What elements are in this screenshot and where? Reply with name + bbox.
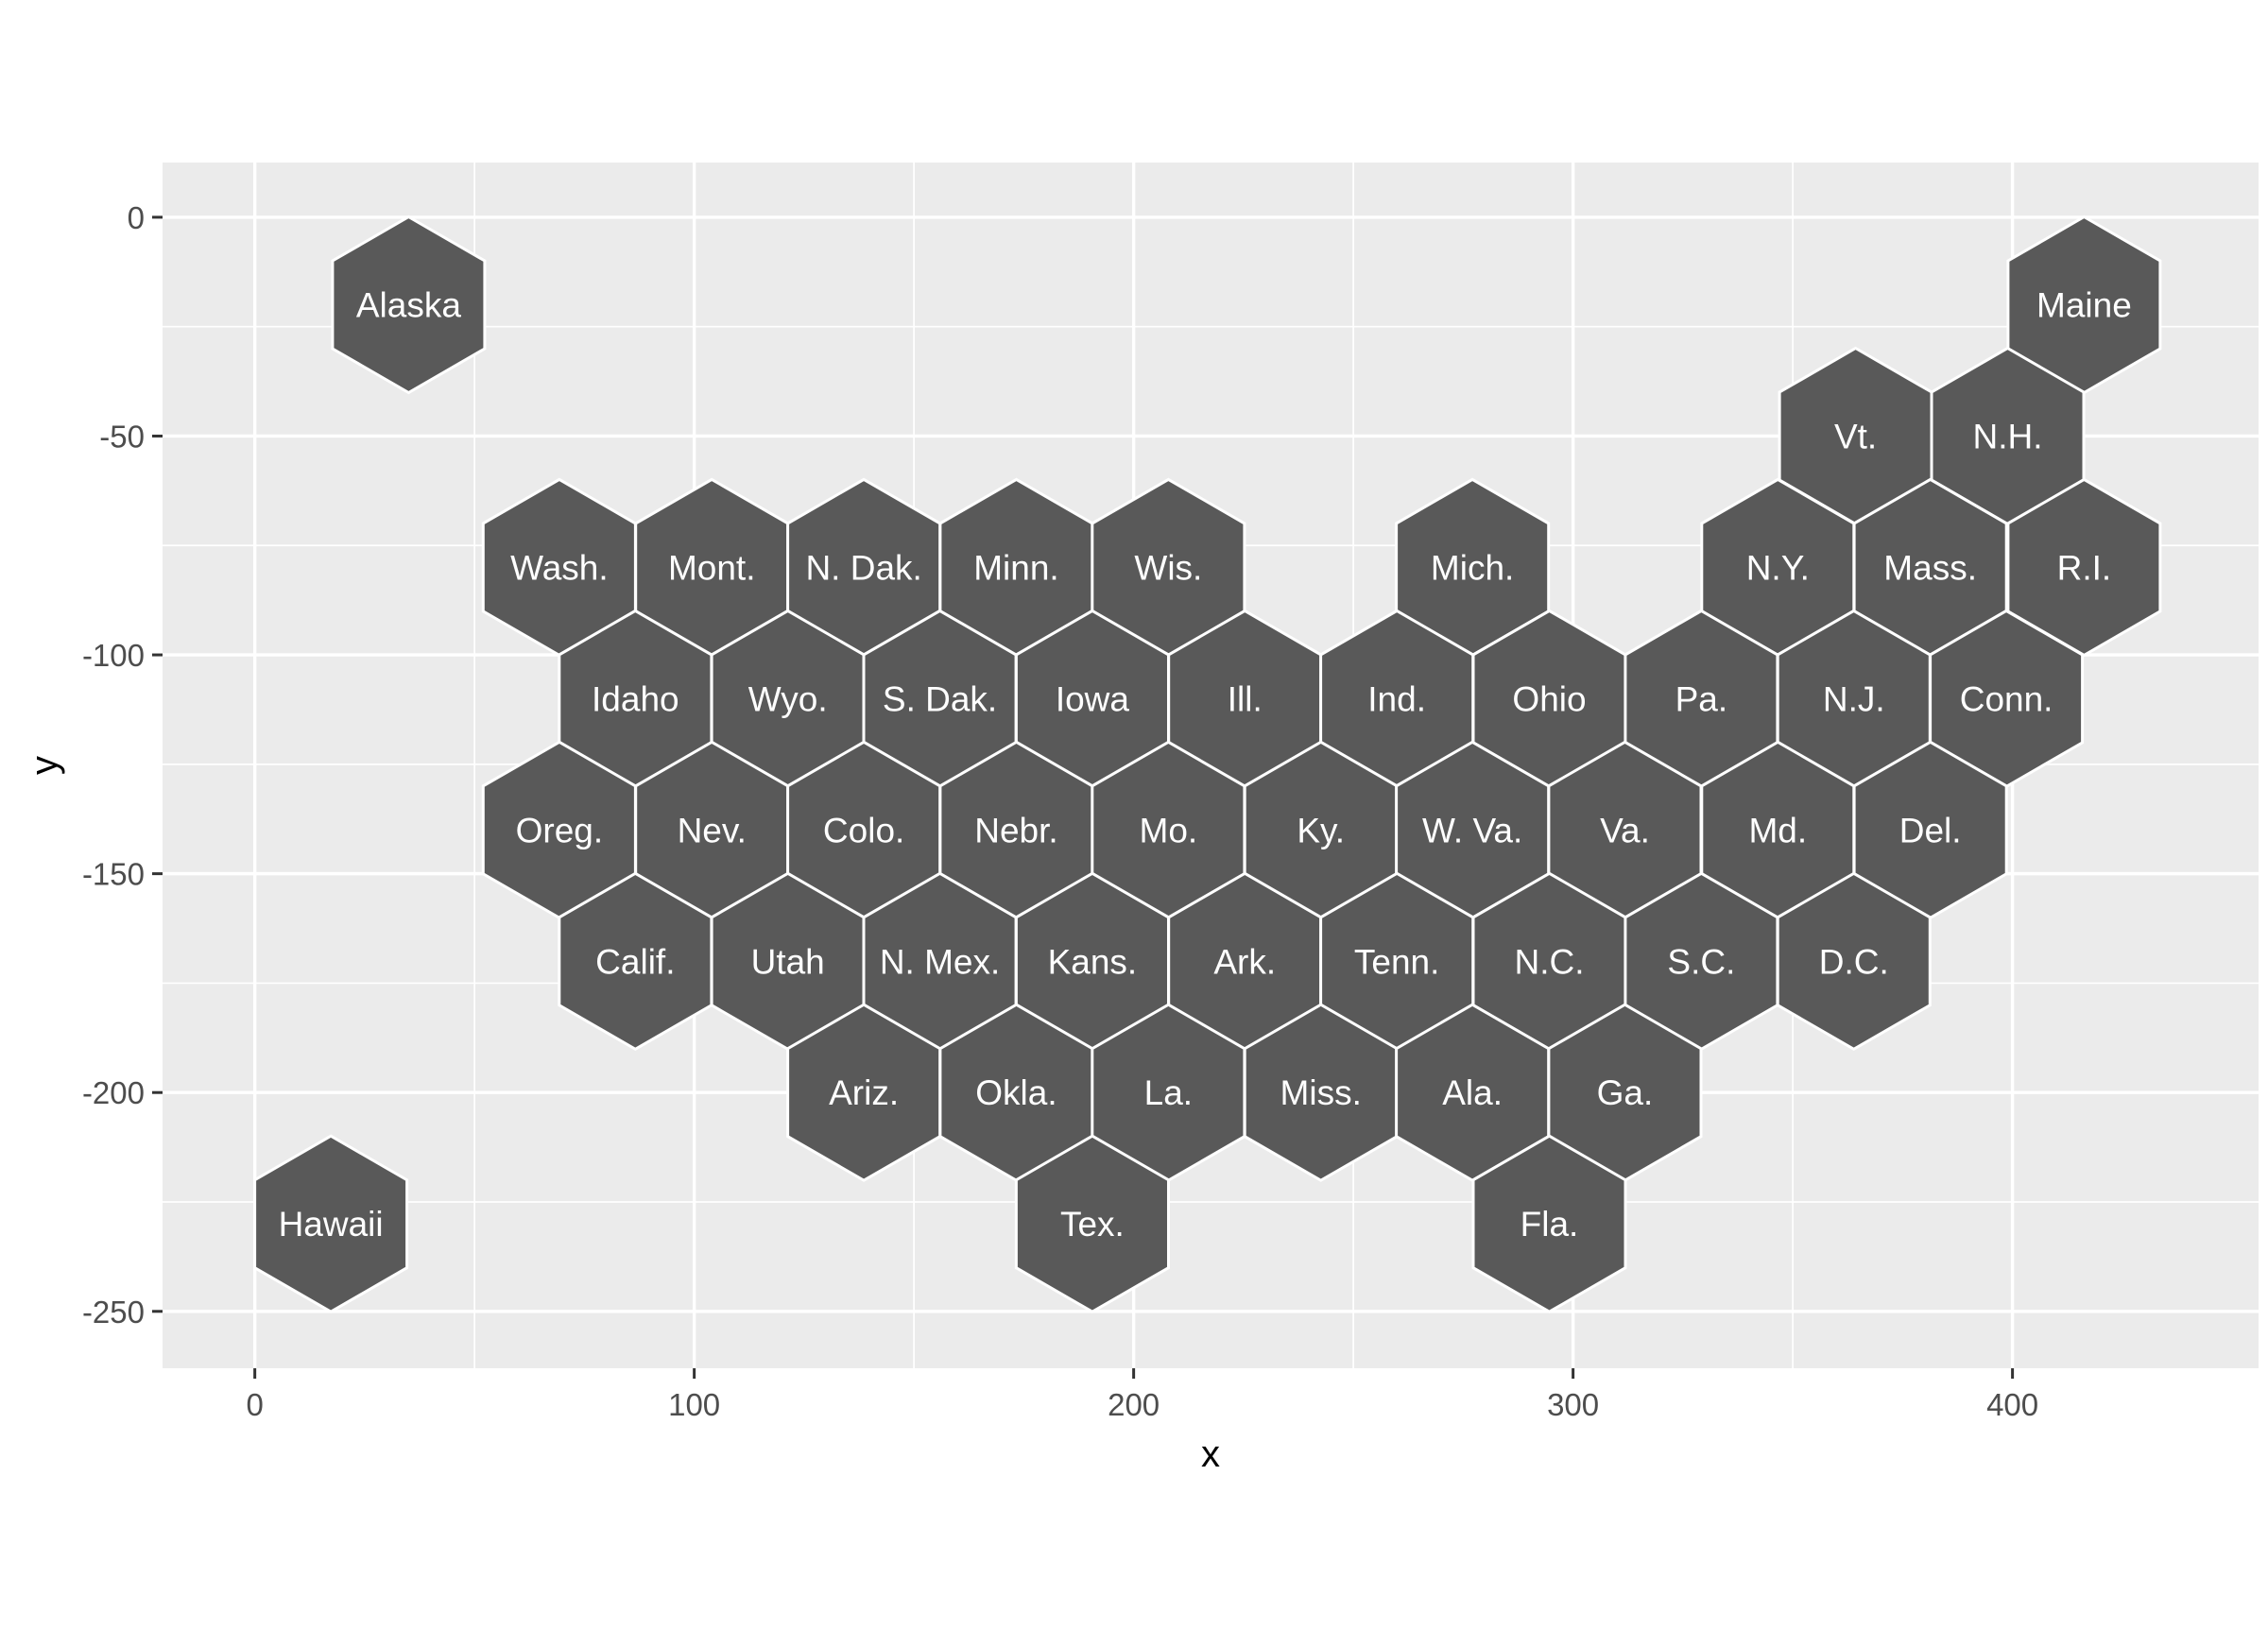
y-tick-label: -50	[99, 419, 145, 454]
hex-label: Pa.	[1675, 679, 1728, 718]
hex-label: Idaho	[592, 679, 679, 718]
hex-label: N.Y.	[1746, 548, 1810, 587]
hex-label: Ill.	[1228, 679, 1263, 718]
hex-label: Oreg.	[516, 811, 604, 849]
hex-label: Utah	[751, 942, 825, 981]
hex-label: La.	[1144, 1073, 1193, 1112]
hex-tiles	[253, 214, 2162, 1313]
y-tick-label: 0	[128, 200, 145, 235]
hex-label: N.J.	[1823, 679, 1885, 718]
hex-label: Tenn.	[1354, 942, 1440, 981]
hex-label: D.C.	[1819, 942, 1889, 981]
hex-label: N.C.	[1515, 942, 1585, 981]
hex-label: Ohio	[1512, 679, 1586, 718]
hex-label: Mo.	[1140, 811, 1198, 849]
hex-label: Minn.	[973, 548, 1058, 587]
y-axis-title: y	[24, 756, 65, 775]
x-tick-label: 0	[246, 1387, 263, 1422]
hex-label: Miss.	[1280, 1073, 1362, 1112]
hex-label: Maine	[2036, 286, 2132, 325]
y-tick-label: -150	[82, 857, 145, 892]
hex-label: S.C.	[1667, 942, 1735, 981]
hex-tile	[253, 1134, 409, 1313]
hex-label: Va.	[1600, 811, 1650, 849]
hex-label: Conn.	[1960, 679, 2053, 718]
hex-label: Nev.	[678, 811, 747, 849]
x-tick-label: 200	[1108, 1387, 1160, 1422]
y-tick-label: -200	[82, 1075, 145, 1110]
hex-label: Wis.	[1134, 548, 1202, 587]
hex-label: S. Dak.	[883, 679, 997, 718]
hex-tile	[1471, 1134, 1627, 1313]
hex-label: Calif.	[595, 942, 675, 981]
y-tick-label: -250	[82, 1295, 145, 1330]
hex-label: Alaska	[356, 286, 461, 325]
hex-label: Mass.	[1883, 548, 1977, 587]
hex-labels: Alaska Maine Vt. N.H. Wash. Mont. N. Dak. Minn.…	[279, 286, 2132, 1244]
hex-tile	[2006, 477, 2162, 658]
hex-label: Ark.	[1213, 942, 1276, 981]
hex-label: W. Va.	[1422, 811, 1522, 849]
hex-label: N. Mex.	[880, 942, 1000, 981]
hex-label: Ga.	[1597, 1073, 1654, 1112]
hex-label: Fla.	[1521, 1205, 1579, 1244]
hex-label: Mich.	[1431, 548, 1514, 587]
hex-label: Nebr.	[974, 811, 1057, 849]
hex-label: Ky.	[1297, 811, 1345, 849]
x-tick-label: 300	[1547, 1387, 1599, 1422]
hex-label: N. Dak.	[805, 548, 921, 587]
hex-label: Ala.	[1442, 1073, 1503, 1112]
hex-label: Hawaii	[279, 1205, 384, 1244]
hex-label: Ariz.	[829, 1073, 899, 1112]
hex-label: Wyo.	[748, 679, 828, 718]
hex-tile	[1014, 1134, 1170, 1313]
hex-label: Ind.	[1367, 679, 1426, 718]
x-tick-label: 100	[668, 1387, 720, 1422]
hex-label: Vt.	[1834, 417, 1877, 455]
hex-label: Iowa	[1056, 679, 1130, 718]
hex-label: Wash.	[510, 548, 608, 587]
hex-label: Colo.	[823, 811, 904, 849]
hex-label: Okla.	[975, 1073, 1057, 1112]
x-tick-label: 400	[1986, 1387, 2038, 1422]
hex-label: R.I.	[2057, 548, 2112, 587]
hex-label: Kans.	[1048, 942, 1138, 981]
hex-label: Tex.	[1060, 1205, 1125, 1244]
axes: 0 100 200 300 400 0 -50 -100 -150 -200 -250	[82, 200, 2038, 1422]
hex-label: Mont.	[668, 548, 756, 587]
y-tick-label: -100	[82, 638, 145, 673]
hex-tile	[1776, 871, 1932, 1052]
hex-label: Del.	[1899, 811, 1962, 849]
x-axis-title: x	[1201, 1433, 1220, 1475]
hex-tile	[331, 214, 487, 395]
hex-label: N.H.	[1972, 417, 2042, 455]
hex-label: Md.	[1748, 811, 1807, 849]
